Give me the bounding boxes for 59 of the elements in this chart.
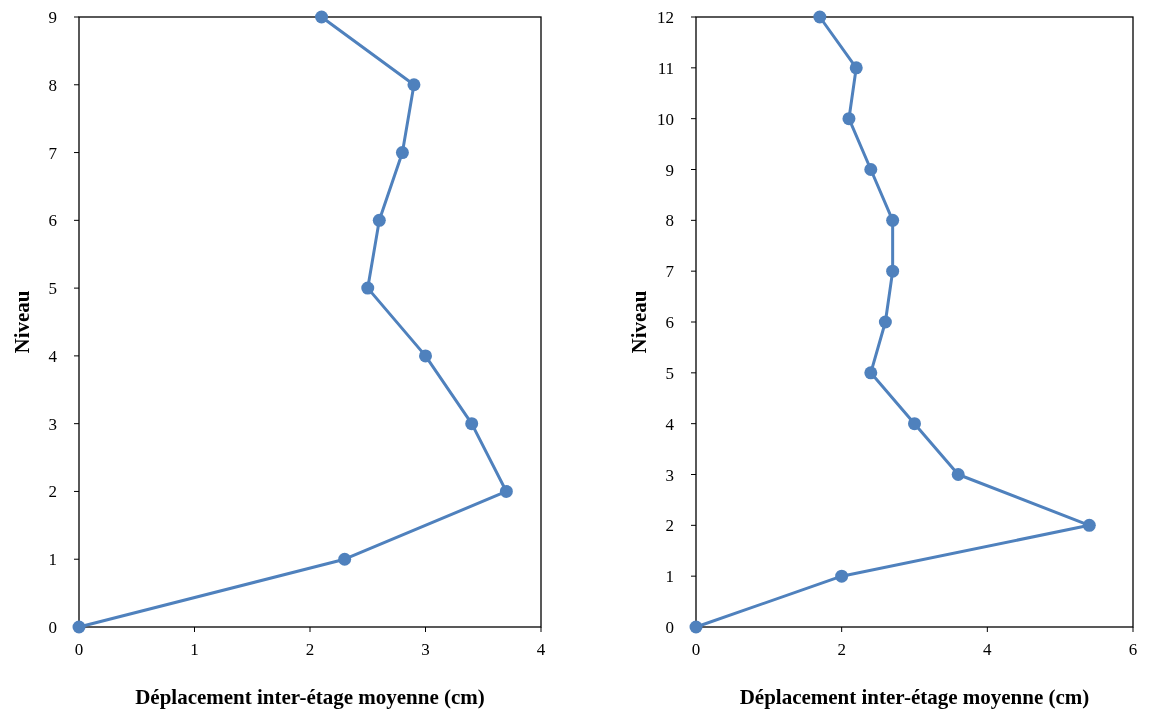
- y-tick-label: 3: [665, 465, 674, 485]
- point: [842, 112, 856, 126]
- point: [465, 417, 479, 431]
- y-tick-label: 2: [665, 516, 674, 536]
- x-tick-label: 3: [421, 640, 430, 659]
- y-tick-label: 1: [48, 550, 57, 570]
- y-axis-title: Niveau: [627, 290, 651, 354]
- point: [951, 468, 965, 481]
- point: [908, 417, 921, 431]
- y-tick-label: 4: [48, 346, 58, 366]
- y-tick-label: 5: [48, 279, 57, 299]
- point: [419, 349, 432, 363]
- y-tick-label: 8: [48, 75, 57, 95]
- y-tick-label: 0: [665, 618, 674, 637]
- point: [864, 366, 878, 380]
- y-axis-title: Niveau: [10, 290, 34, 354]
- x-tick-label: 4: [983, 640, 993, 659]
- y-tick-label: 3: [48, 414, 57, 434]
- y-tick-label: 4: [665, 414, 675, 434]
- y-tick-label: 6: [665, 313, 674, 332]
- x-axis-title: Déplacement inter-étage moyenne (cm): [135, 685, 485, 709]
- y-tick-label: 9: [665, 160, 674, 180]
- y-tick-label: 0: [48, 618, 57, 637]
- y-tick-label: 7: [48, 143, 58, 163]
- point: [849, 61, 863, 75]
- point: [835, 569, 849, 583]
- x-tick-label: 2: [837, 640, 846, 659]
- point: [72, 620, 86, 634]
- x-tick-label: 0: [691, 640, 701, 659]
- y-tick-label: 1: [665, 567, 674, 587]
- y-tick-label: 8: [665, 211, 674, 231]
- y-tick-label: 7: [665, 262, 675, 282]
- x-tick-label: 4: [536, 640, 546, 659]
- y-tick-label: 10: [657, 109, 674, 129]
- point: [864, 163, 878, 176]
- point: [315, 10, 329, 24]
- point: [886, 264, 900, 278]
- point: [372, 213, 386, 227]
- x-axis-title: Déplacement inter-étage moyenne (cm): [739, 685, 1090, 709]
- point: [407, 78, 421, 92]
- y-tick-label: 6: [48, 211, 57, 231]
- x-tick-label: 2: [305, 640, 315, 659]
- point: [886, 213, 900, 227]
- point: [689, 620, 703, 634]
- y-tick-label: 11: [657, 58, 674, 78]
- x-tick-label: 1: [190, 640, 199, 659]
- point: [499, 484, 513, 498]
- point: [361, 281, 375, 295]
- y-tick-label: 9: [48, 8, 57, 27]
- y-tick-label: 12: [657, 8, 674, 27]
- point: [395, 146, 409, 160]
- y-tick-label: 2: [48, 482, 57, 502]
- point: [1082, 518, 1096, 532]
- point: [878, 315, 892, 329]
- point: [338, 552, 352, 566]
- y-tick-label: 5: [665, 363, 674, 383]
- x-tick-label: 6: [1128, 640, 1138, 659]
- x-tick-label: 0: [74, 640, 84, 659]
- point: [813, 10, 827, 24]
